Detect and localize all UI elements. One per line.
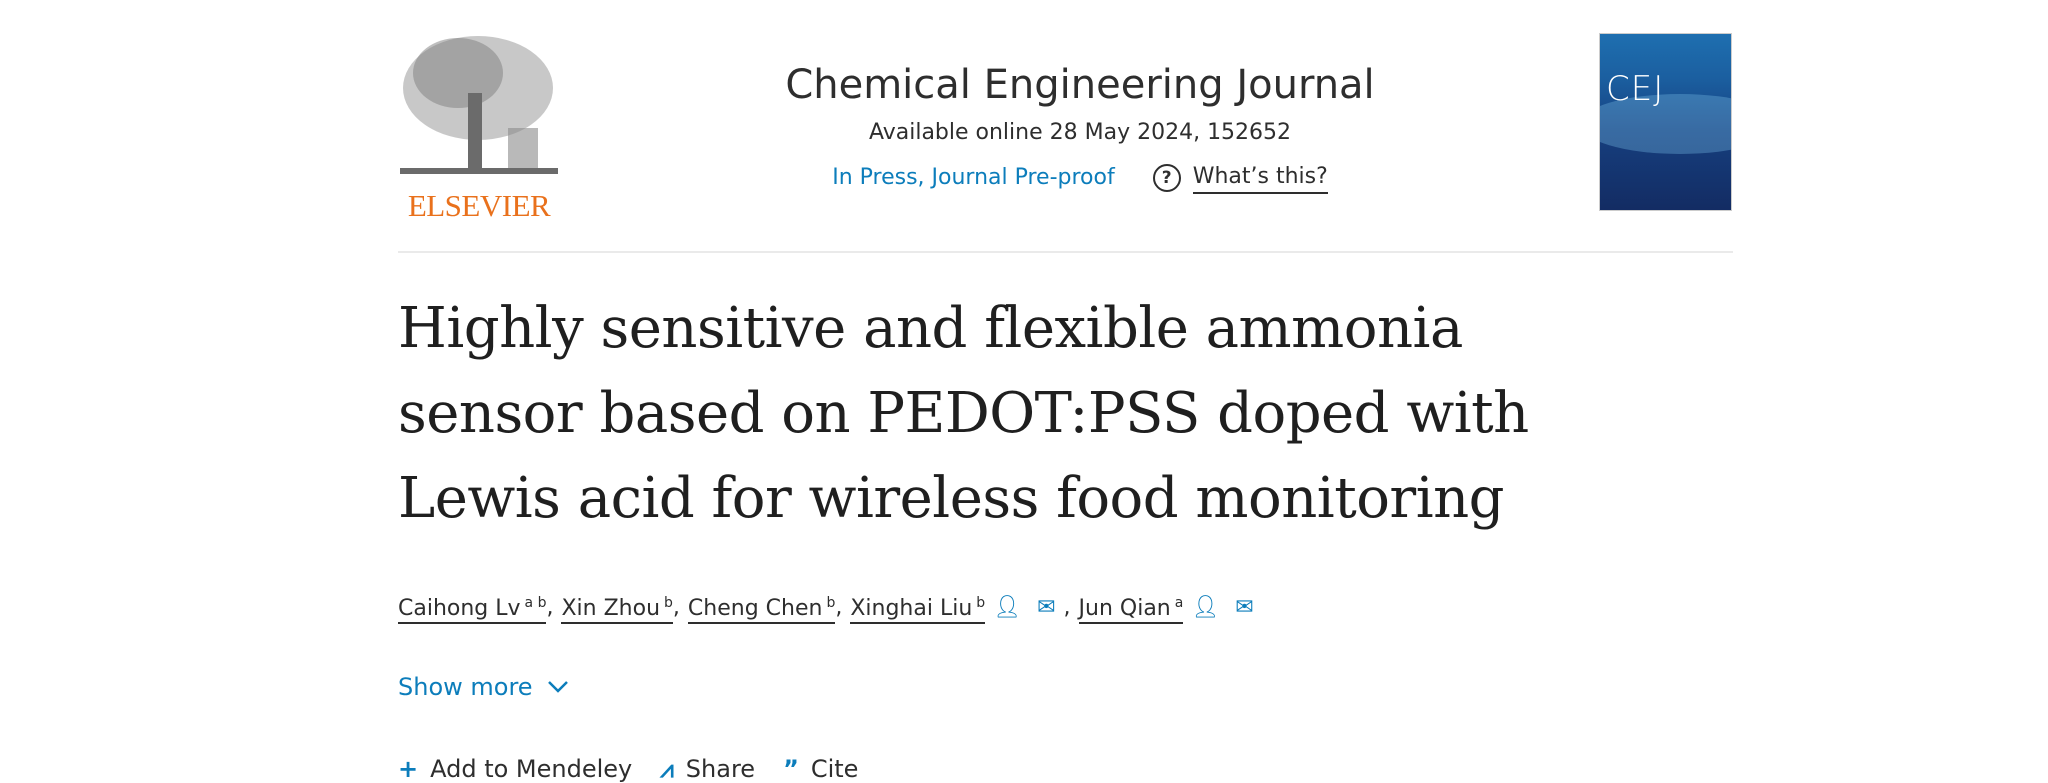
author-name: Xin Zhou: [561, 596, 661, 621]
publisher-name: ELSEVIER: [407, 188, 551, 223]
author-list: Caihong Lv a b, Xin Zhou b, Cheng Chen b, X…: [398, 590, 1262, 624]
author-name: Cheng Chen: [687, 596, 823, 621]
plus-icon: +: [398, 755, 419, 783]
cite-label: Cite: [810, 755, 859, 783]
separator: ,: [672, 594, 680, 620]
journal-title[interactable]: Chemical Engineering Journal: [785, 62, 1375, 108]
email-icon[interactable]: ✉: [1235, 594, 1254, 620]
whats-this-button[interactable]: ? What’s this?: [1133, 162, 1328, 194]
separator: ,: [835, 594, 843, 620]
cover-decoration: [1600, 94, 1731, 154]
whats-this-link[interactable]: What’s this?: [1192, 162, 1328, 194]
author-link[interactable]: Cheng Chen b: [687, 590, 836, 624]
article-actions: + Add to Mendeley ⩘ Share ” Cite: [398, 755, 858, 783]
author-link[interactable]: Jun Qian a: [1078, 590, 1184, 624]
question-icon: ?: [1152, 164, 1181, 192]
author-name: Jun Qian: [1078, 596, 1171, 621]
separator: ,: [1063, 594, 1071, 620]
journal-header: Chemical Engineering Journal Available o…: [640, 60, 1520, 194]
add-to-mendeley-button[interactable]: + Add to Mendeley: [398, 755, 632, 783]
publication-status-row: In Press, Journal Pre-proof ? What’s thi…: [640, 162, 1520, 194]
cover-title: CEJ: [1606, 69, 1665, 109]
affiliation-marker: a: [1174, 595, 1184, 611]
publication-status[interactable]: In Press, Journal Pre-proof: [832, 165, 1115, 190]
show-more-label: Show more: [398, 673, 533, 701]
person-icon[interactable]: 👤︎: [1191, 594, 1220, 620]
separator: ,: [546, 594, 554, 620]
affiliation-marker: b: [664, 595, 673, 611]
author-name: Caihong Lv: [398, 596, 521, 621]
share-button[interactable]: ⩘ Share: [660, 755, 755, 783]
elsevier-tree-icon: [398, 33, 560, 181]
cite-button[interactable]: ” Cite: [783, 755, 858, 783]
quote-icon: ”: [783, 755, 799, 783]
availability-info: Available online 28 May 2024, 152652: [868, 120, 1292, 145]
affiliation-marker: a b: [524, 595, 547, 611]
share-icon: ⩘: [660, 755, 674, 783]
affiliation-marker: b: [976, 595, 986, 611]
author-link[interactable]: Xinghai Liu b: [850, 590, 986, 624]
author-name: Xinghai Liu: [850, 596, 973, 621]
chevron-down-icon: [547, 681, 568, 693]
author-link[interactable]: Caihong Lv a b: [398, 590, 547, 624]
mendeley-label: Add to Mendeley: [430, 755, 633, 783]
elsevier-logo[interactable]: ELSEVIER: [398, 33, 560, 223]
divider: [398, 251, 1733, 253]
email-icon[interactable]: ✉: [1037, 594, 1056, 620]
affiliation-marker: b: [826, 595, 836, 611]
share-label: Share: [685, 755, 756, 783]
journal-cover[interactable]: CEJ: [1599, 33, 1732, 211]
show-more-button[interactable]: Show more: [398, 673, 569, 701]
author-link[interactable]: Xin Zhou b: [561, 590, 673, 624]
article-title: Highly sensitive and flexible ammonia se…: [398, 296, 1529, 531]
person-icon[interactable]: 👤︎: [993, 594, 1022, 620]
